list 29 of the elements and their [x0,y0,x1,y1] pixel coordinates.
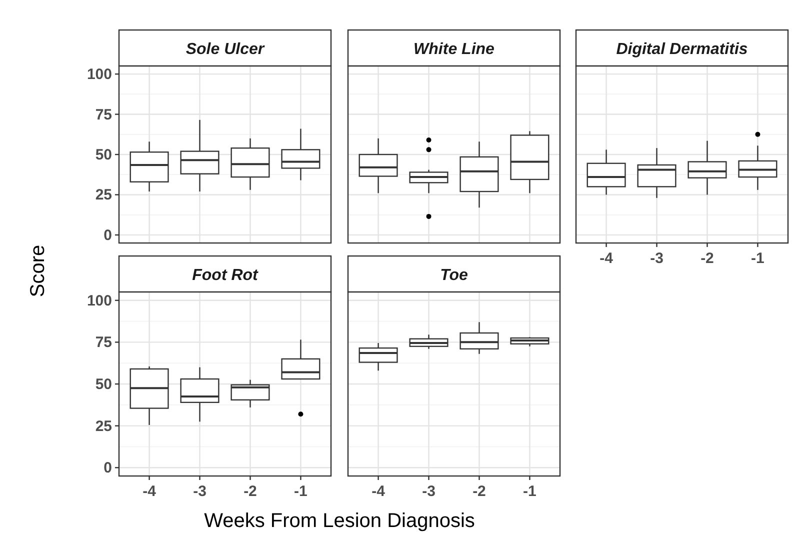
chart-title: Foot Rot [192,267,259,284]
y-tick-label: 75 [95,106,112,124]
x-tick-label: -1 [523,483,536,500]
y-tick-label: 25 [95,186,112,204]
x-tick-label: -2 [472,483,486,500]
x-tick-label: -1 [294,483,308,500]
x-tick-label: -4 [600,250,614,267]
y-tick-label: 100 [86,292,112,310]
y-tick-label: 50 [95,376,112,393]
y-axis-title: Score [27,244,49,298]
x-tick-label: -2 [244,483,257,500]
y-tick-label: 0 [104,460,112,477]
y-tick-label: 0 [104,226,112,244]
x-tick-label: -1 [751,250,764,267]
y-tick-label: 25 [95,418,112,435]
x-tick-label: -3 [422,483,436,500]
y-tick-label: 75 [95,334,112,352]
x-tick-label: -3 [193,483,206,500]
x-tick-label: -4 [372,483,386,500]
chart-title: White Line [414,41,495,58]
y-tick-label: 100 [86,66,112,84]
chart-title: Digital Dermatitis [616,41,748,58]
chart-title: Toe [440,267,468,284]
x-tick-label: -4 [142,483,157,500]
x-tick-label: -2 [700,250,714,267]
x-axis-title: Weeks From Lesion Diagnosis [204,510,475,532]
x-tick-label: -3 [650,250,664,267]
y-tick-label: 50 [95,146,112,164]
chart-title: Sole Ulcer [186,41,265,58]
